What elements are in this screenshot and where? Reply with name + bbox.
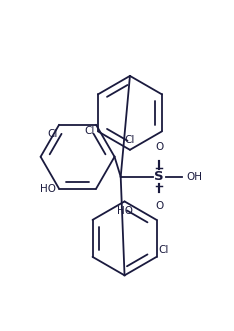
Text: HO: HO [117, 206, 132, 216]
Text: Cl: Cl [159, 245, 169, 255]
Text: O: O [155, 142, 163, 152]
Text: OH: OH [186, 172, 202, 182]
Text: O: O [155, 202, 163, 212]
Text: Cl: Cl [84, 126, 95, 136]
Text: Cl: Cl [47, 129, 58, 139]
Text: Cl: Cl [125, 135, 135, 145]
Text: HO: HO [40, 184, 56, 194]
Text: S: S [154, 170, 164, 183]
